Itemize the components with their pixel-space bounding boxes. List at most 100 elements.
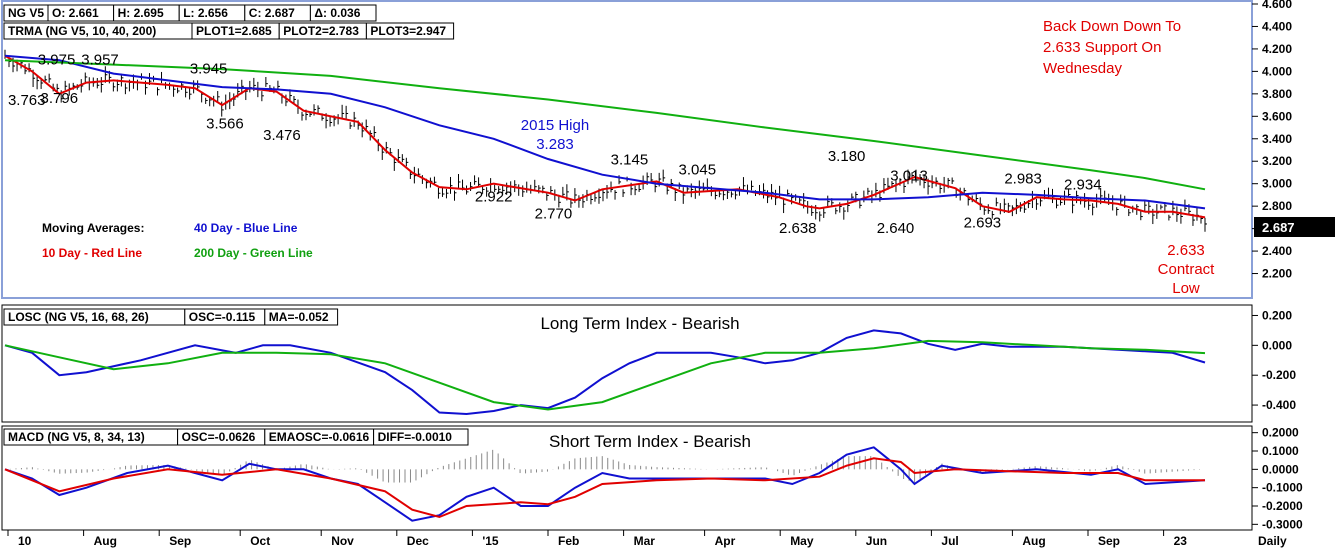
price-annotation: 3.476 [263,127,301,144]
last-price-text: 2.687 [1262,220,1295,235]
price-annotation: 3.957 [81,52,119,69]
x-tick-label: Sep [1098,534,1120,548]
y-tick-label: -0.3000 [1262,517,1303,531]
macd-header: MACD (NG V5, 8, 34, 13) OSC=-0.0626 EMAOSC… [3,428,469,446]
price-annotation: 3.763 [8,92,46,109]
y-tick-label: 3.200 [1262,154,1292,168]
x-tick-label: Feb [558,534,579,548]
y-tick-label: 0.0000 [1262,462,1299,476]
header-text: MACD (NG V5, 8, 34, 13) [8,430,145,444]
header-text: LOSC (NG V5, 16, 68, 26) [8,310,149,324]
y-tick-label: -0.400 [1262,398,1296,412]
header-text: PLOT3=2.947 [370,24,446,38]
x-tick-label: '15 [482,534,499,548]
note-line1: Back Down Down To [1043,18,1181,35]
y-tick-label: 4.000 [1262,64,1292,78]
price-annotation: 3.145 [611,152,649,169]
price-annotation: 2.638 [779,220,817,237]
x-daily-label: Daily [1258,534,1287,548]
losc-title: Long Term Index - Bearish [540,314,739,333]
header-text: OSC=-0.0626 [182,430,256,444]
header-box [365,22,455,40]
header-text: O: 2.661 [52,6,99,20]
price-annotation: 3.975 [38,52,76,69]
macd-title: Short Term Index - Bearish [549,432,751,451]
header-box [373,428,469,446]
low-line2: Contract [1158,261,1216,278]
x-tick-label: Apr [715,534,736,548]
y-tick-label: 2.200 [1262,267,1292,281]
price-annotation: 3.945 [190,61,228,78]
price-panel-frame [1,0,1253,299]
price-header-row2: TRMA (NG V5, 10, 40, 200) PLOT1=2.685 PLOT… [3,22,455,40]
price-annotation: 2.922 [475,189,513,206]
legend-red: 10 Day - Red Line [42,246,142,260]
series-layer [4,54,1206,522]
y-tick-label: 3.400 [1262,132,1292,146]
x-tick-label: 10 [18,534,32,548]
x-tick-label: Jul [941,534,958,548]
y-tick-label: 0.000 [1262,338,1292,352]
y-tick-label: 2.800 [1262,199,1292,213]
legend-green: 200 Day - Green Line [194,246,313,260]
legend-title: Moving Averages: [42,221,144,235]
y-tick-label: -0.1000 [1262,481,1303,495]
header-text: L: 2.656 [183,6,228,20]
series-line-0-red [4,54,1206,219]
y-tick-label: 4.400 [1262,19,1292,33]
price-annotation: 3.796 [41,90,79,107]
high-2015-value: 3.283 [536,136,574,153]
series-line-1-green [4,339,1206,411]
y-tick-label: -0.200 [1262,368,1296,382]
low-line3: Low [1172,280,1200,297]
y-tick-label: 0.200 [1262,308,1292,322]
note-line2: 2.633 Support On [1043,39,1161,56]
price-annotation: 2.770 [535,206,573,223]
header-box [309,4,377,22]
price-annotation: 3.180 [828,148,866,165]
header-box [264,308,339,326]
price-annotation: 2.934 [1064,176,1102,193]
header-text: C: 2.687 [249,6,295,20]
price-annotation: 3.045 [679,162,717,179]
low-line1: 2.633 [1167,242,1205,259]
price-annotation: 2.640 [877,220,915,237]
last-price-tag [1254,217,1335,237]
header-text: Δ: 0.036 [314,6,360,20]
y-tick-label: 3.800 [1262,87,1292,101]
price-annotation: 3.013 [890,167,928,184]
x-tick-label: Jun [866,534,887,548]
x-tick-label: Nov [331,534,354,548]
price-annotation: 3.566 [206,116,244,133]
y-tick-label: 3.000 [1262,177,1292,191]
header-text: MA=-0.052 [269,310,329,324]
x-tick-label: Aug [1022,534,1045,548]
series-line-0-green [4,59,1206,191]
header-text: OSC=-0.115 [189,310,256,324]
price-annotation: 2.983 [1004,171,1042,188]
x-tick-label: Oct [250,534,270,548]
header-text: DIFF=-0.0010 [378,430,453,444]
x-tick-label: Mar [634,534,656,548]
price-header-row1: NG V5 O: 2.661 H: 2.695 L: 2.656 C: 2.687 Δ: … [3,4,377,22]
y-tick-label: 2.400 [1262,244,1292,258]
header-text: TRMA (NG V5, 10, 40, 200) [8,24,156,38]
axes: 4.600 4.400 4.200 4.000 3.800 3.600 3.400 3.200… [7,0,1303,548]
y-tick-label: 0.2000 [1262,426,1299,440]
header-text: NG V5 [8,6,44,20]
note-line3: Wednesday [1043,60,1122,77]
y-tick-label: 3.600 [1262,109,1292,123]
y-tick-label: 4.200 [1262,42,1292,56]
x-tick-label: May [790,534,814,548]
x-tick-label: Aug [94,534,117,548]
header-text: PLOT1=2.685 [196,24,272,38]
y-tick-label: 4.600 [1262,0,1292,11]
x-tick-label: Dec [407,534,429,548]
y-tick-label: 0.1000 [1262,444,1299,458]
legend-blue: 40 Day - Blue Line [194,221,298,235]
losc-header: LOSC (NG V5, 16, 68, 26) OSC=-0.115 MA=-0.… [3,308,339,326]
price-annotation: 2.693 [964,214,1002,231]
high-2015-label: 2015 High [521,117,589,134]
